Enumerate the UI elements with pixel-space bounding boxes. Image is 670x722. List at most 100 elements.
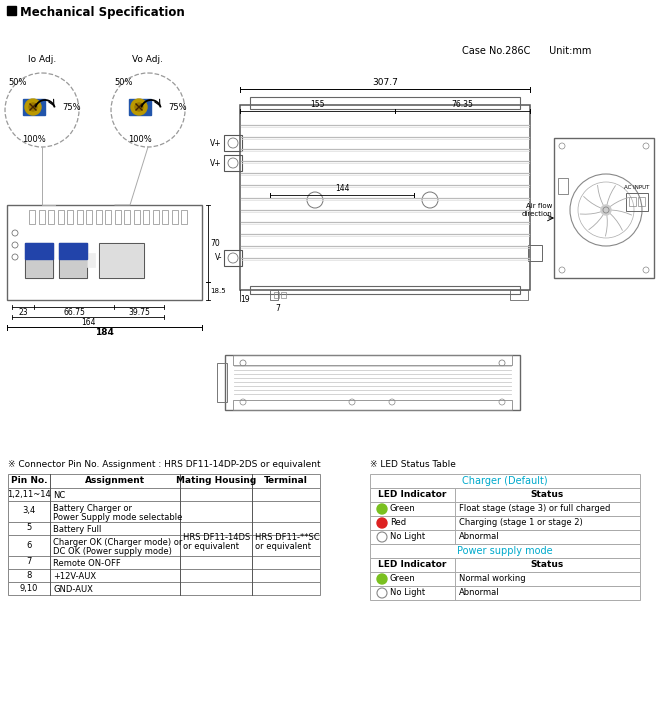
- Bar: [8, 569, 320, 582]
- Text: Pin No.: Pin No.: [11, 476, 48, 485]
- Bar: [25, 243, 53, 278]
- Bar: [86, 210, 92, 224]
- Bar: [528, 245, 542, 261]
- Text: V+: V+: [210, 159, 222, 168]
- Bar: [48, 210, 54, 224]
- Bar: [8, 535, 320, 556]
- Text: Battery Full: Battery Full: [53, 525, 101, 534]
- Text: 70: 70: [210, 238, 220, 248]
- Bar: [250, 97, 520, 109]
- Bar: [153, 210, 159, 224]
- Text: 6: 6: [26, 541, 31, 549]
- Bar: [370, 488, 640, 502]
- Text: Mechanical Specification: Mechanical Specification: [20, 6, 185, 19]
- Text: 1,2,11~14: 1,2,11~14: [7, 490, 51, 498]
- Text: 50%: 50%: [8, 78, 27, 87]
- Text: or equivalent: or equivalent: [183, 542, 239, 551]
- Text: +12V-AUX: +12V-AUX: [53, 572, 96, 581]
- Text: 5: 5: [26, 523, 31, 533]
- Bar: [115, 210, 121, 224]
- Text: V-: V-: [214, 253, 222, 263]
- Bar: [59, 243, 87, 259]
- Text: Charger OK (Charger mode) or: Charger OK (Charger mode) or: [53, 538, 182, 547]
- Text: 100%: 100%: [128, 135, 152, 144]
- Bar: [224, 250, 242, 266]
- Text: 9,10: 9,10: [20, 583, 38, 593]
- Bar: [23, 99, 45, 115]
- Text: HRS DF11-**SC: HRS DF11-**SC: [255, 533, 320, 542]
- Text: Normal working: Normal working: [459, 574, 526, 583]
- Bar: [270, 290, 278, 300]
- Bar: [105, 210, 111, 224]
- Bar: [8, 501, 320, 522]
- Text: Abnormal: Abnormal: [459, 588, 500, 597]
- Text: 75%: 75%: [62, 103, 80, 111]
- Text: LED Indicator: LED Indicator: [378, 490, 446, 499]
- Bar: [59, 243, 87, 278]
- Bar: [162, 210, 168, 224]
- Text: 19: 19: [240, 295, 250, 304]
- Text: 23: 23: [18, 308, 28, 317]
- Bar: [129, 99, 151, 115]
- Text: direction: direction: [521, 211, 552, 217]
- Text: 75%: 75%: [168, 103, 187, 111]
- Bar: [240, 105, 530, 290]
- Circle shape: [131, 99, 147, 115]
- Circle shape: [601, 205, 611, 215]
- Bar: [87, 253, 95, 267]
- Text: 144: 144: [335, 184, 349, 193]
- Bar: [7, 205, 202, 300]
- Circle shape: [25, 99, 41, 115]
- Bar: [370, 558, 640, 572]
- Bar: [96, 210, 101, 224]
- Bar: [8, 556, 320, 569]
- Text: No Light: No Light: [390, 532, 425, 541]
- Text: 307.7: 307.7: [372, 78, 398, 87]
- Text: 7: 7: [275, 304, 281, 313]
- Bar: [124, 210, 130, 224]
- Bar: [25, 243, 53, 278]
- Bar: [99, 243, 144, 278]
- Text: Red: Red: [390, 518, 406, 527]
- Bar: [370, 544, 640, 558]
- Text: Io Adj.: Io Adj.: [28, 55, 56, 64]
- Text: 8: 8: [26, 570, 31, 580]
- Bar: [59, 243, 87, 278]
- Text: Status: Status: [531, 490, 563, 499]
- Text: 7: 7: [26, 557, 31, 567]
- Circle shape: [377, 518, 387, 528]
- Text: ※ Connector Pin No. Assignment : HRS DF11-14DP-2DS or equivalent: ※ Connector Pin No. Assignment : HRS DF1…: [8, 460, 321, 469]
- Bar: [217, 363, 227, 402]
- Bar: [8, 488, 320, 501]
- Bar: [7, 6, 16, 15]
- Text: Air flow: Air flow: [526, 203, 552, 209]
- Text: ※ LED Status Table: ※ LED Status Table: [370, 460, 456, 469]
- Bar: [370, 502, 640, 516]
- Bar: [225, 355, 520, 410]
- Circle shape: [377, 574, 387, 584]
- Text: NC: NC: [53, 491, 65, 500]
- Bar: [250, 286, 520, 294]
- Text: Status: Status: [531, 560, 563, 569]
- Bar: [8, 582, 320, 595]
- Bar: [554, 138, 654, 278]
- Bar: [8, 474, 320, 488]
- Bar: [281, 292, 286, 298]
- Text: V+: V+: [210, 139, 222, 147]
- Text: Charger (Default): Charger (Default): [462, 476, 548, 486]
- Bar: [29, 210, 35, 224]
- Text: Battery Charger or: Battery Charger or: [53, 504, 132, 513]
- Bar: [8, 522, 320, 535]
- Text: HRS DF11-14DS: HRS DF11-14DS: [183, 533, 251, 542]
- Text: Green: Green: [390, 574, 416, 583]
- Text: Abnormal: Abnormal: [459, 532, 500, 541]
- Bar: [274, 292, 279, 298]
- Bar: [172, 210, 178, 224]
- Text: 18.5: 18.5: [210, 288, 226, 294]
- Bar: [626, 193, 648, 211]
- Bar: [143, 210, 149, 224]
- Text: AC INPUT: AC INPUT: [624, 185, 650, 190]
- Bar: [38, 210, 44, 224]
- Text: 3,4: 3,4: [22, 507, 36, 516]
- Text: No Light: No Light: [390, 588, 425, 597]
